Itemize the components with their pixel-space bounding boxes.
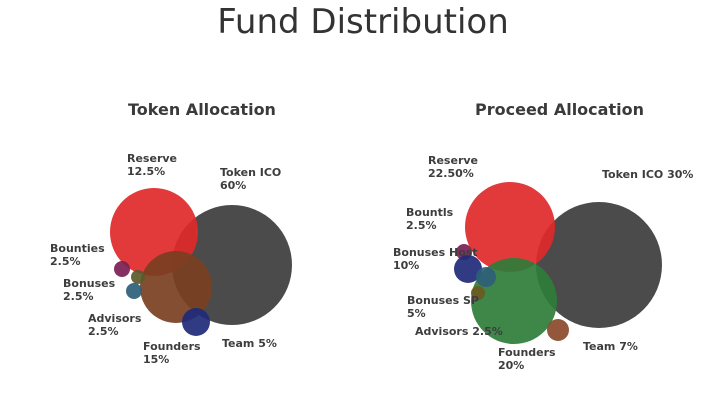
page-title: Fund Distribution [217,2,509,42]
bubble-label-team: Team 7% [583,340,638,353]
bubble-bonuses-host [454,255,482,283]
label-name: Bounties [50,242,105,255]
bubble-bonuses [126,283,142,299]
bubble-founders [140,251,212,323]
bubble-label-advisors: Advisors 2.5% [88,312,141,338]
bubble-label-team: Team 5% [222,337,277,350]
bubble-label-bountls: Bountls 2.5% [406,206,453,232]
bubble-label-bonuses: Bonuses 2.5% [63,277,115,303]
label-value: 2.5% [472,325,503,338]
label-name: Team [222,337,255,350]
label-name: Founders [143,340,201,353]
bubble-team [547,319,569,341]
label-value: 15% [143,353,170,366]
label-name: Bonuses [63,277,116,290]
label-name: Advisors [415,325,469,338]
bubble-team [182,308,210,336]
label-name: Bonuses SP [407,294,479,307]
chart-title: Proceed Allocation [475,100,644,119]
bubble-label-token-ico: Token ICO 60% [220,166,281,192]
label-value: 30% [667,168,694,181]
label-value: 12.5% [127,165,166,178]
bubble-label-token-ico: Token ICO 30% [602,168,693,181]
bubble-label-bonuses-sp: Bonuses SP 5% [407,294,479,320]
label-value: 2.5% [50,255,81,268]
label-name: Token ICO [602,168,664,181]
bubble-reserve [465,182,555,272]
bubble-label-bonuses-host: Bonuses Host 10% [393,246,478,272]
label-name: Bountls [406,206,454,219]
bubble-token-ico [536,202,662,328]
bubble-advisors [131,270,145,284]
label-name: Advisors [88,312,142,325]
label-value: 22.50% [428,167,474,180]
label-value: 20% [498,359,525,372]
label-value: 5% [407,307,426,320]
chart-title: Token Allocation [128,100,276,119]
bubble-label-reserve: Reserve 22.50% [428,154,478,180]
bubble-plot [110,188,292,336]
label-name: Reserve [127,152,177,165]
label-value: 2.5% [406,219,437,232]
label-name: Reserve [428,154,478,167]
label-value: 5% [258,337,277,350]
proceed-allocation-chart: Proceed Allocation Token ICO 30% Reserve 2… [363,0,726,416]
bubble-advisors [471,286,485,300]
label-value: 7% [619,340,638,353]
bubble-label-reserve: Reserve 12.5% [127,152,177,178]
label-name: Bonuses Host [393,246,478,259]
label-value: 10% [393,259,420,272]
label-value: 2.5% [88,325,119,338]
bubble-bonuses-sp [476,267,496,287]
bubble-label-founders: Founders 15% [143,340,201,366]
label-name: Token ICO [220,166,282,179]
bubble-label-founders: Founders 20% [498,346,556,372]
label-value: 2.5% [63,290,94,303]
token-allocation-chart: Token Allocation Token ICO 60% Reserve 12.5… [50,100,292,366]
bubble-label-bounties: Bounties 2.5% [50,242,105,268]
label-value: 60% [220,179,247,192]
bubble-label-advisors: Advisors 2.5% [415,325,503,338]
bubble-plot [454,182,662,344]
bubble-bounties [114,261,130,277]
label-name: Founders [498,346,556,359]
label-name: Team [583,340,616,353]
